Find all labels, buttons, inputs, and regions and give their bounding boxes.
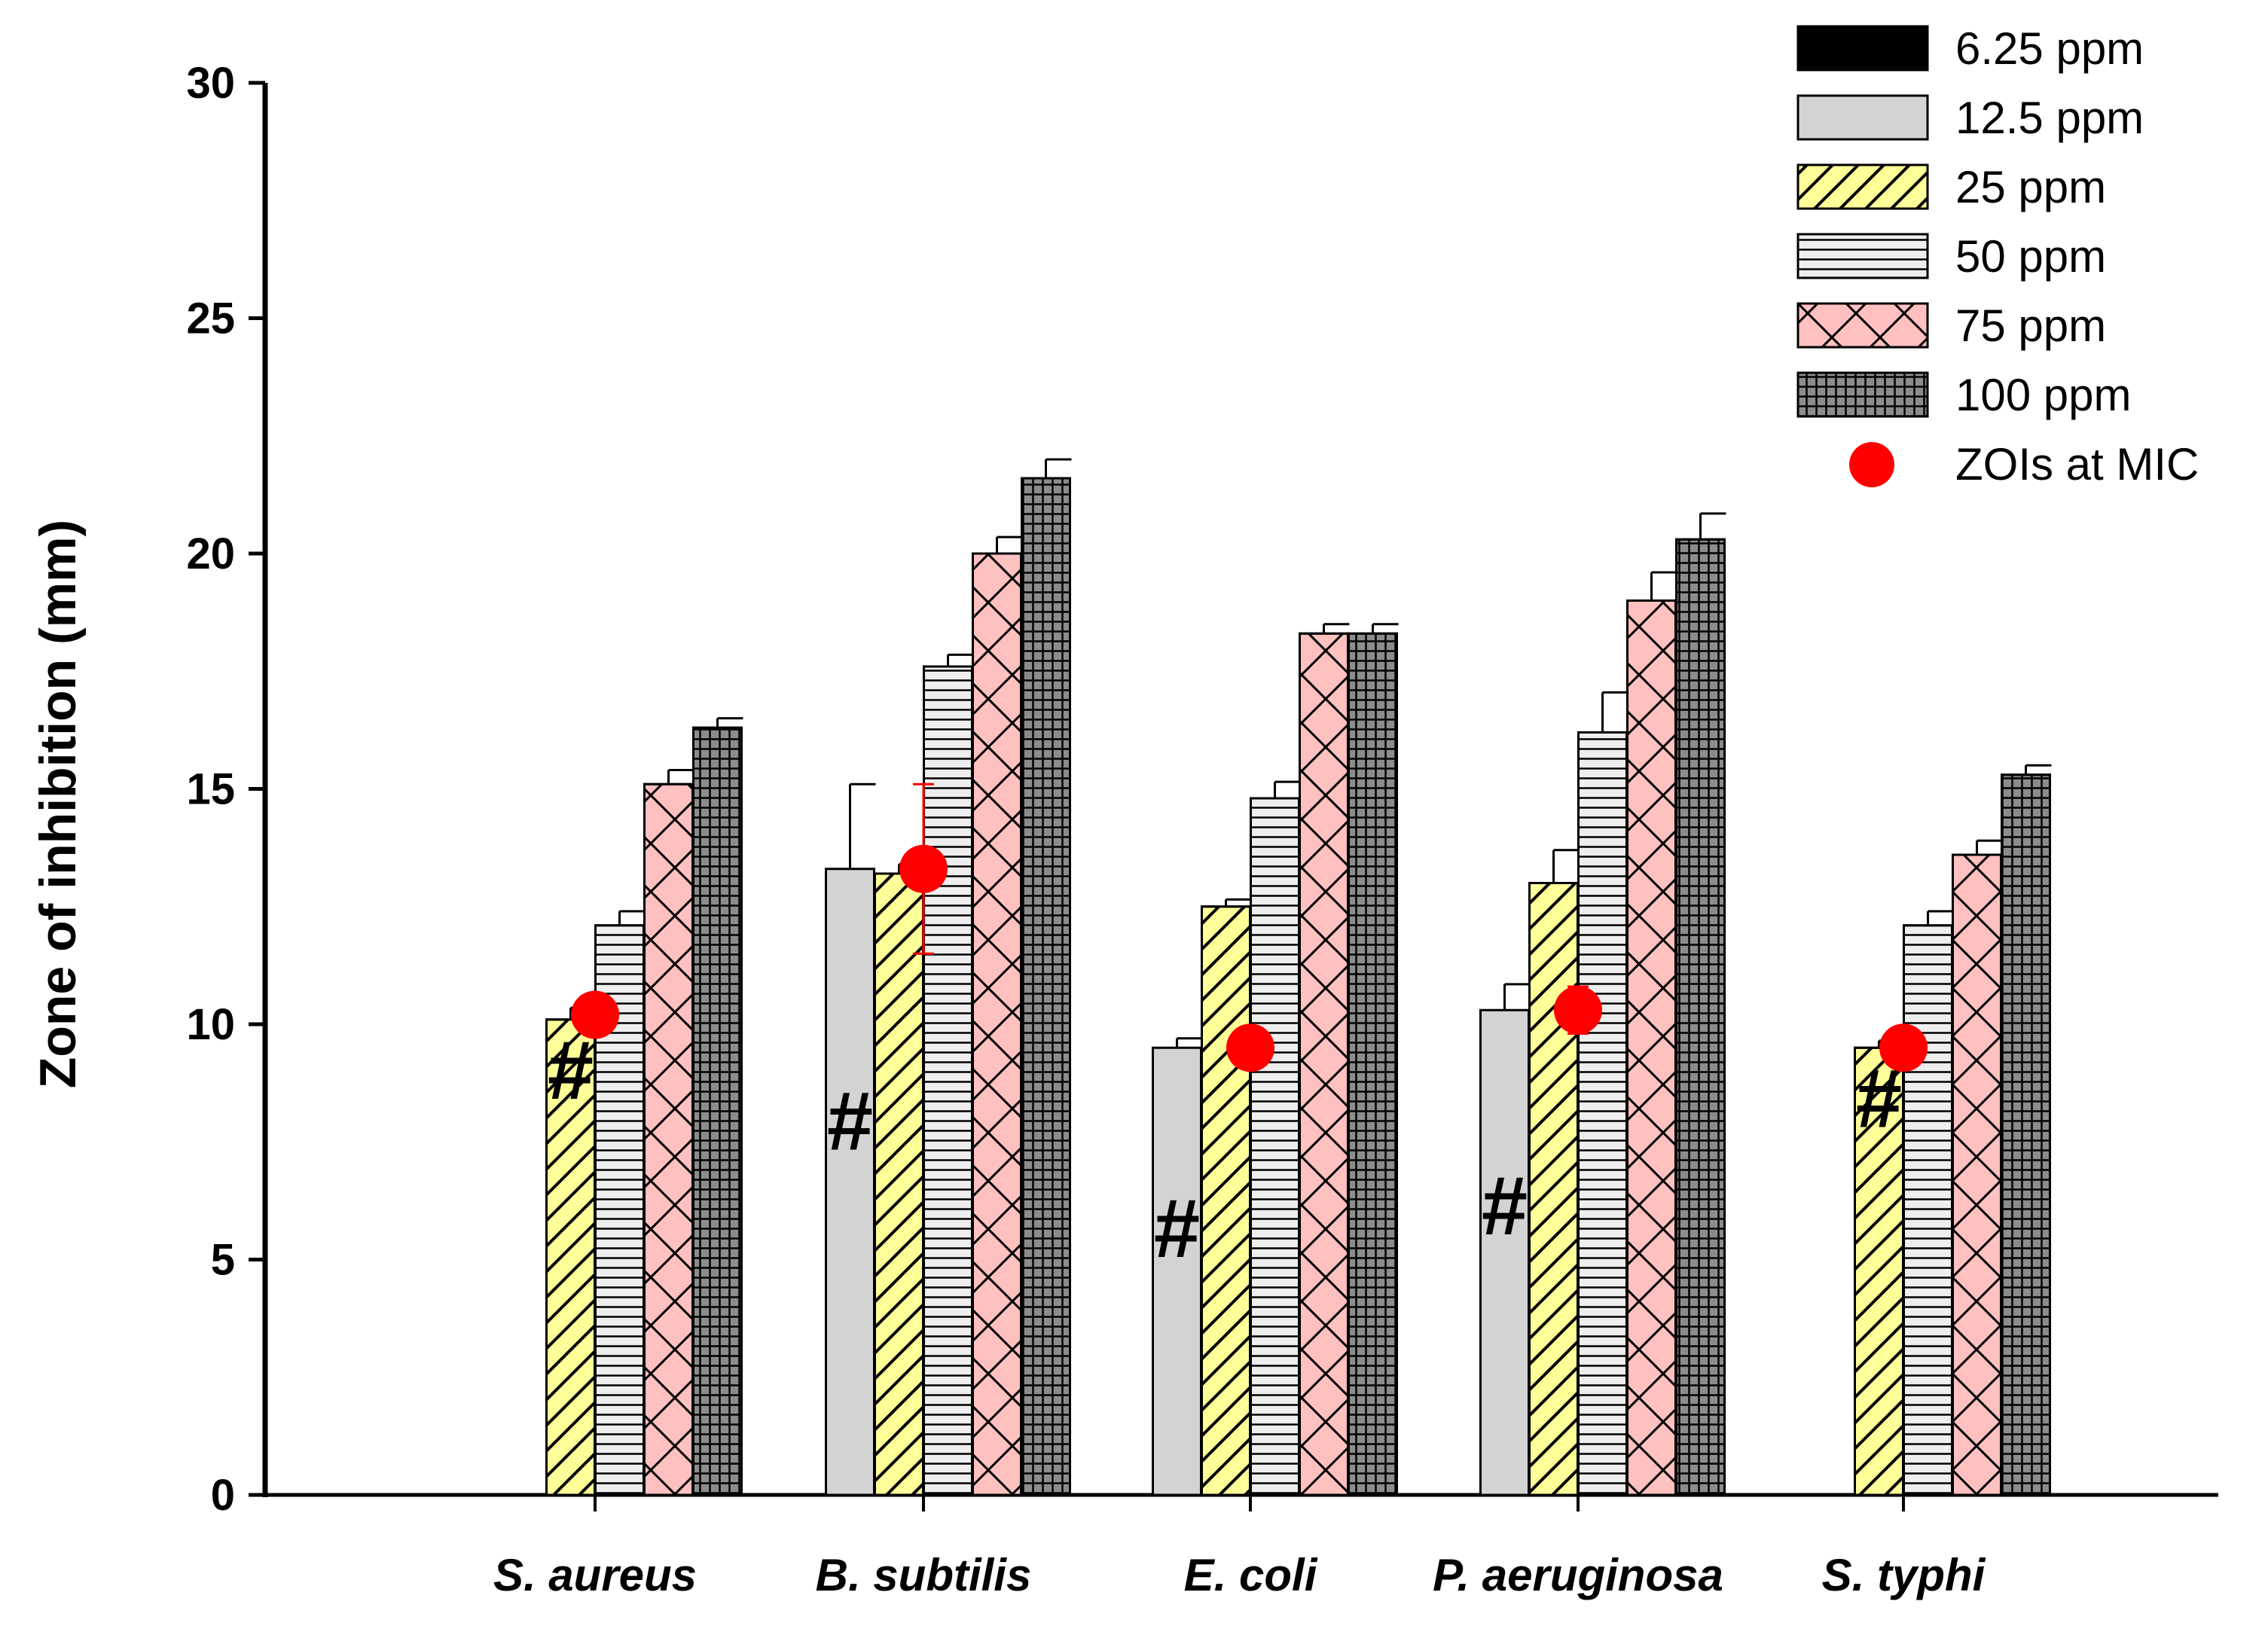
bar-s-typhi-25-ppm-pattern xyxy=(1854,1046,1904,1496)
legend-swatch-6-25-ppm xyxy=(1796,25,1929,72)
y-axis-title: Zone of inhibition (mm) xyxy=(29,520,87,1088)
bar-e-coli-50-ppm-pattern xyxy=(1250,797,1300,1496)
hash-annotation-p-aeruginosa: # xyxy=(1482,1160,1528,1252)
bar-b-subtilis-100-ppm-pattern xyxy=(1021,477,1071,1496)
legend-label-100-ppm: 100 ppm xyxy=(1955,370,2132,420)
bar-p-aeruginosa-50-ppm-pattern xyxy=(1577,731,1628,1496)
bar-p-aeruginosa-25-ppm-pattern xyxy=(1528,882,1579,1496)
bar-e-coli-100-ppm-pattern xyxy=(1348,632,1398,1496)
bar-e-coli-25-ppm-pattern xyxy=(1201,905,1251,1496)
legend-swatch-75-ppm-pattern xyxy=(1796,302,1929,349)
mic-point-s-aureus xyxy=(571,990,619,1039)
legend-swatch-100-ppm-pattern xyxy=(1796,371,1929,418)
y-tick-label: 25 xyxy=(186,294,235,343)
legend-label-zois-at-mic: ZOIs at MIC xyxy=(1955,439,2199,490)
legend-label-50-ppm: 50 ppm xyxy=(1955,231,2106,282)
bar-b-subtilis-12-5-ppm xyxy=(825,868,875,1496)
mic-point-e-coli xyxy=(1226,1023,1274,1072)
axes: 0 5 10 15 20 25 30 S. aureus B. subtilis E. coli P… xyxy=(29,59,2218,1600)
bar-b-subtilis-25-ppm-pattern xyxy=(874,872,924,1496)
bar-s-typhi-50-ppm-pattern xyxy=(1903,924,1953,1496)
legend-label-25-ppm: 25 ppm xyxy=(1955,162,2106,212)
y-tick-label: 20 xyxy=(186,529,235,578)
x-tick-label-b-subtilis: B. subtilis xyxy=(816,1550,1032,1600)
bar-e-coli-75-ppm-pattern xyxy=(1299,632,1349,1496)
hash-annotation-b-subtilis: # xyxy=(827,1075,873,1167)
y-tick-label: 10 xyxy=(186,1000,235,1049)
legend-swatch-zois-at-mic xyxy=(1849,442,1894,487)
bar-p-aeruginosa-12-5-ppm xyxy=(1479,1008,1530,1496)
mic-point-b-subtilis xyxy=(899,844,948,893)
legend-swatch-25-ppm-pattern xyxy=(1796,163,1929,210)
legend-swatch-12-5-ppm xyxy=(1796,94,1929,141)
bar-s-typhi-75-ppm-pattern xyxy=(1952,853,2002,1496)
y-tick-label: 0 xyxy=(211,1471,235,1520)
legend-label-6-25-ppm: 6.25 ppm xyxy=(1955,23,2144,74)
y-tick-label: 15 xyxy=(186,765,235,814)
bar-p-aeruginosa-100-ppm-pattern xyxy=(1675,538,1726,1496)
bar-e-coli-12-5-ppm xyxy=(1152,1046,1202,1496)
bar-b-subtilis-50-ppm-pattern xyxy=(923,665,973,1496)
bar-b-subtilis-75-ppm-pattern xyxy=(972,552,1022,1496)
mic-point-p-aeruginosa xyxy=(1554,986,1602,1035)
bar-s-aureus-75-ppm-pattern xyxy=(643,782,694,1496)
legend-label-75-ppm: 75 ppm xyxy=(1955,300,2106,351)
hash-annotation-e-coli: # xyxy=(1154,1182,1200,1275)
hash-annotation-s-aureus: # xyxy=(548,1024,594,1117)
legend-label-12-5-ppm: 12.5 ppm xyxy=(1955,93,2144,143)
legend-swatch-50-ppm-pattern xyxy=(1796,233,1929,279)
y-tick-label: 30 xyxy=(186,59,235,108)
mic-point-s-typhi xyxy=(1879,1023,1928,1072)
x-tick-label-e-coli: E. coli xyxy=(1184,1550,1318,1600)
y-tick-label: 5 xyxy=(211,1236,235,1285)
bar-s-typhi-100-ppm-pattern xyxy=(2001,773,2051,1496)
x-tick-label-s-aureus: S. aureus xyxy=(493,1550,697,1600)
mic-overlay xyxy=(571,782,1928,1072)
x-tick-label-p-aeruginosa: P. aeruginosa xyxy=(1433,1550,1723,1600)
bar-s-aureus-25-ppm-pattern xyxy=(545,1018,596,1496)
x-tick-label-s-typhi: S. typhi xyxy=(1822,1550,1986,1600)
bar-s-aureus-100-ppm-pattern xyxy=(692,726,743,1496)
legend: 6.25 ppm 12.5 ppm 25 ppm 50 ppm 75 ppm 100 pp… xyxy=(1796,23,2199,490)
bars xyxy=(545,477,2051,1496)
annotations: ### ## xyxy=(548,1024,1902,1275)
bar-p-aeruginosa-75-ppm-pattern xyxy=(1626,599,1677,1496)
error-bars xyxy=(569,458,2052,1048)
